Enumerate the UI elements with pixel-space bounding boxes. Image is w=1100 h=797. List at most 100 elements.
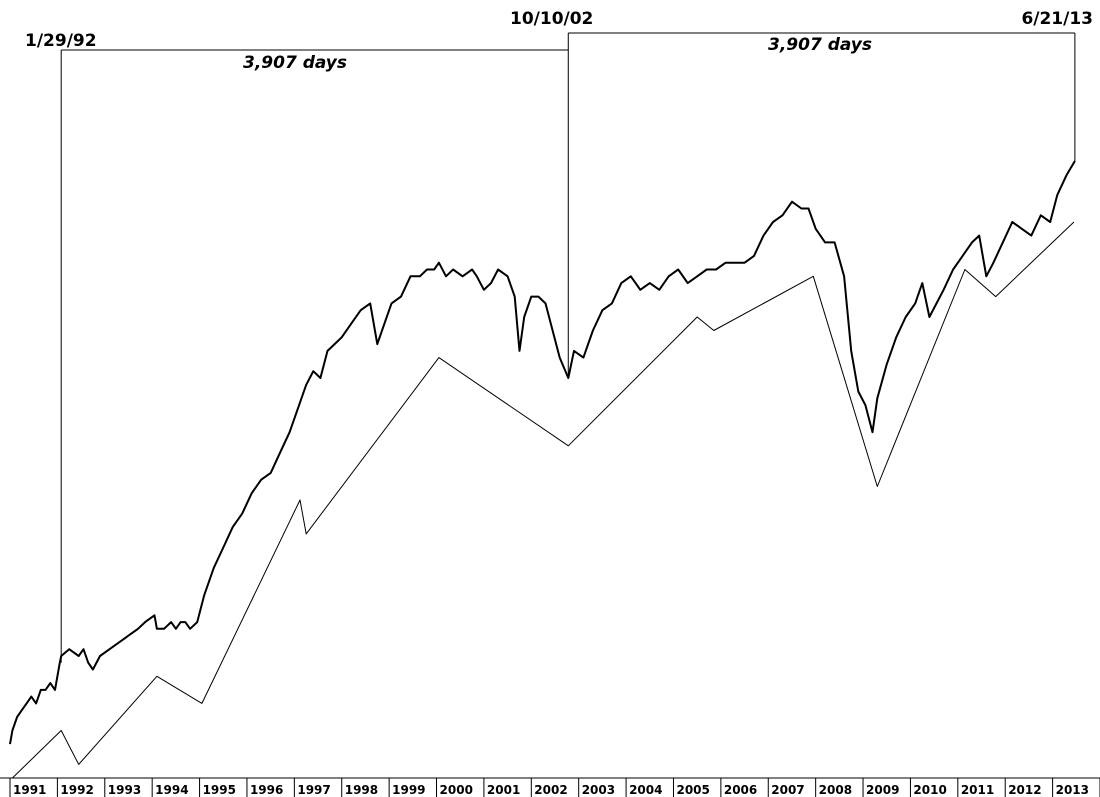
price-point — [171, 622, 172, 623]
price-point — [36, 703, 37, 704]
span-days-label: 3,907 days — [768, 35, 872, 55]
trendline-point — [697, 317, 698, 318]
price-point — [401, 296, 402, 297]
price-point — [568, 378, 569, 379]
price-point — [320, 378, 321, 379]
price-point — [83, 649, 84, 650]
price-point — [204, 594, 205, 595]
price-point — [498, 269, 499, 270]
x-tick-label: 1999 — [392, 783, 425, 797]
price-point — [88, 662, 89, 663]
x-tick-label: 2010 — [913, 783, 946, 797]
price-point — [1012, 222, 1013, 223]
x-tick-label: 2000 — [440, 783, 473, 797]
price-point — [138, 628, 139, 629]
price-point — [514, 296, 515, 297]
x-tick-label: 2013 — [1056, 783, 1089, 797]
price-point — [716, 269, 717, 270]
price-point — [611, 303, 612, 304]
x-tick-label: 2001 — [487, 783, 520, 797]
price-point — [12, 730, 13, 731]
price-point — [1074, 161, 1075, 162]
price-point — [744, 262, 745, 263]
price-point — [69, 649, 70, 650]
price-point — [45, 689, 46, 690]
price-point — [972, 242, 973, 243]
bracket-layer — [60, 32, 1076, 663]
x-tick-label: 1996 — [250, 783, 283, 797]
price-point — [1021, 228, 1022, 229]
x-tick-label: 1995 — [203, 783, 236, 797]
price-point — [327, 350, 328, 351]
price-point — [446, 276, 447, 277]
price-point — [410, 276, 411, 277]
price-point — [915, 303, 916, 304]
x-tick-label: 2005 — [676, 783, 709, 797]
trendline-point — [78, 764, 79, 765]
price-point — [896, 337, 897, 338]
price-point — [289, 432, 290, 433]
price-point — [40, 689, 41, 690]
price-point — [154, 615, 155, 616]
trendline-point — [568, 445, 569, 446]
price-point — [851, 350, 852, 351]
price-point — [156, 628, 157, 629]
date-annotation-label: 10/10/02 — [510, 9, 593, 29]
price-point — [659, 289, 660, 290]
price-point — [844, 276, 845, 277]
price-point — [808, 208, 809, 209]
price-point — [943, 289, 944, 290]
price-point — [232, 527, 233, 528]
x-tick-label: 2011 — [961, 783, 994, 797]
price-point — [462, 276, 463, 277]
price-point — [735, 262, 736, 263]
price-point — [341, 337, 342, 338]
trendline-point — [300, 500, 301, 501]
price-point — [491, 283, 492, 284]
price-point — [574, 350, 575, 351]
price-point — [61, 656, 62, 657]
price-point — [877, 398, 878, 399]
price-point — [1066, 174, 1067, 175]
x-tick-label: 1993 — [108, 783, 141, 797]
price-point — [962, 255, 963, 256]
price-point — [865, 405, 866, 406]
price-point — [128, 635, 129, 636]
price-point — [92, 669, 93, 670]
series-line-trendline — [12, 221, 1075, 779]
price-point — [630, 276, 631, 277]
span-days-label: 3,907 days — [243, 53, 347, 73]
price-point — [261, 479, 262, 480]
price-point — [360, 310, 361, 311]
price-point — [299, 405, 300, 406]
x-tick-label: 1994 — [155, 783, 188, 797]
price-point — [592, 330, 593, 331]
x-tick-label: 2007 — [771, 783, 804, 797]
price-point — [21, 710, 22, 711]
price-point — [100, 656, 101, 657]
trendline-point — [438, 357, 439, 358]
x-tick-label: 1998 — [345, 783, 378, 797]
trendline-point — [964, 269, 965, 270]
trendline-point — [877, 486, 878, 487]
price-point — [50, 683, 51, 684]
x-tick-label: 2012 — [1008, 783, 1041, 797]
price-point — [545, 303, 546, 304]
price-point — [185, 622, 186, 623]
date-annotation-label: 1/29/92 — [25, 31, 97, 51]
price-point — [782, 215, 783, 216]
price-point — [559, 357, 560, 358]
price-point — [391, 303, 392, 304]
price-point — [370, 303, 371, 304]
price-point — [922, 283, 923, 284]
price-point — [668, 276, 669, 277]
price-point — [306, 384, 307, 385]
price-point — [1002, 242, 1003, 243]
price-point — [725, 262, 726, 263]
price-point — [242, 513, 243, 514]
price-point — [78, 656, 79, 657]
price-point — [145, 622, 146, 623]
trendline-point — [306, 533, 307, 534]
price-point — [531, 296, 532, 297]
price-point — [334, 344, 335, 345]
